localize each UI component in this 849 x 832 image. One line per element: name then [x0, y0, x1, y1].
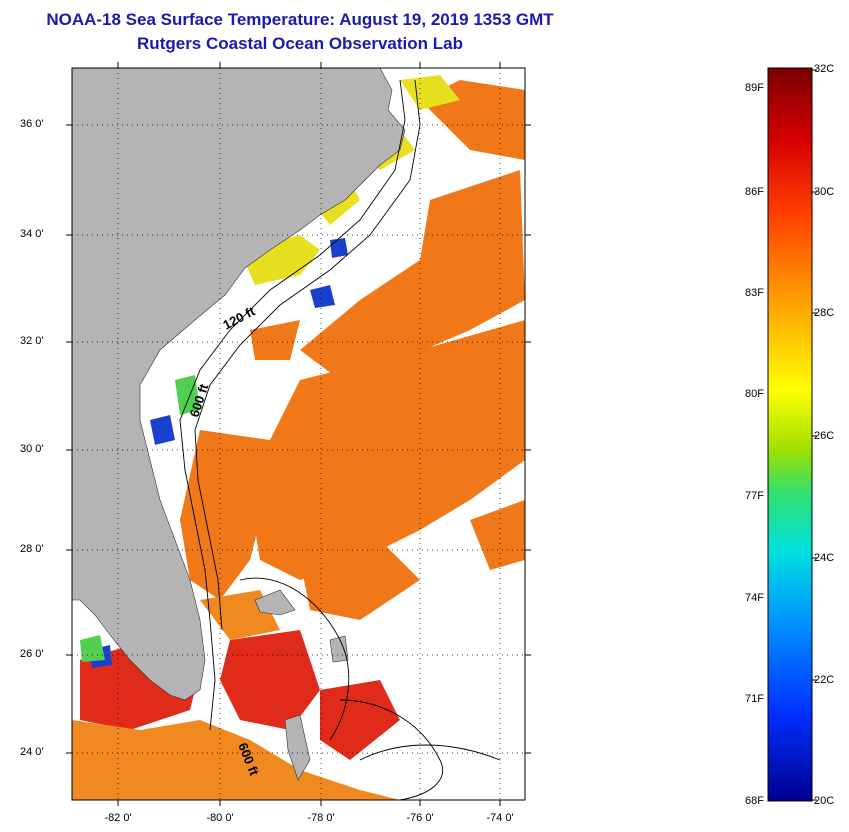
colorbar — [767, 67, 813, 802]
colorbar-f-86: 86F — [745, 186, 764, 198]
land-bahamas — [254, 589, 349, 781]
frame-ticks — [66, 62, 531, 806]
lat-label-32: 32 0' — [20, 335, 44, 347]
colorbar-c-24: 24C — [814, 552, 835, 564]
lat-label-24: 24 0' — [20, 746, 44, 758]
colorbar-f-80: 80F — [745, 388, 764, 400]
colorbar-c-28: 28C — [814, 307, 835, 319]
lat-label-30: 30 0' — [20, 443, 44, 455]
lon-label-82: -82 0' — [104, 812, 132, 824]
graticule — [72, 68, 525, 800]
isobath-contours — [179, 79, 501, 800]
colorbar-ticks — [812, 69, 817, 801]
lon-label-74: -74 0' — [486, 812, 514, 824]
colorbar-f-77: 77F — [745, 490, 764, 502]
colorbar-c-26: 26C — [814, 430, 835, 442]
colorbar-f-89: 89F — [745, 82, 764, 94]
colorbar-c-32: 32C — [814, 63, 835, 75]
map-frame — [71, 67, 526, 801]
lat-label-34: 34 0' — [20, 228, 44, 240]
colorbar-c-30: 30C — [814, 186, 835, 198]
colorbar-f-74: 74F — [745, 592, 764, 604]
lat-label-26: 26 0' — [20, 648, 44, 660]
land-us-southeast — [72, 68, 406, 701]
lon-label-80: -80 0' — [206, 812, 234, 824]
colorbar-f-83: 83F — [745, 287, 764, 299]
map-subtitle: Rutgers Coastal Ocean Observation Lab — [137, 34, 463, 53]
lon-label-76: -76 0' — [406, 812, 434, 824]
colorbar-f-68: 68F — [745, 795, 764, 807]
lat-label-36: 36 0' — [20, 118, 44, 130]
lon-label-78: -78 0' — [307, 812, 335, 824]
map-title: NOAA-18 Sea Surface Temperature: August … — [46, 10, 554, 29]
lat-label-28: 28 0' — [20, 543, 44, 555]
colorbar-f-71: 71F — [745, 693, 764, 705]
colorbar-c-20: 20C — [814, 795, 835, 807]
colorbar-c-22: 22C — [814, 674, 835, 686]
